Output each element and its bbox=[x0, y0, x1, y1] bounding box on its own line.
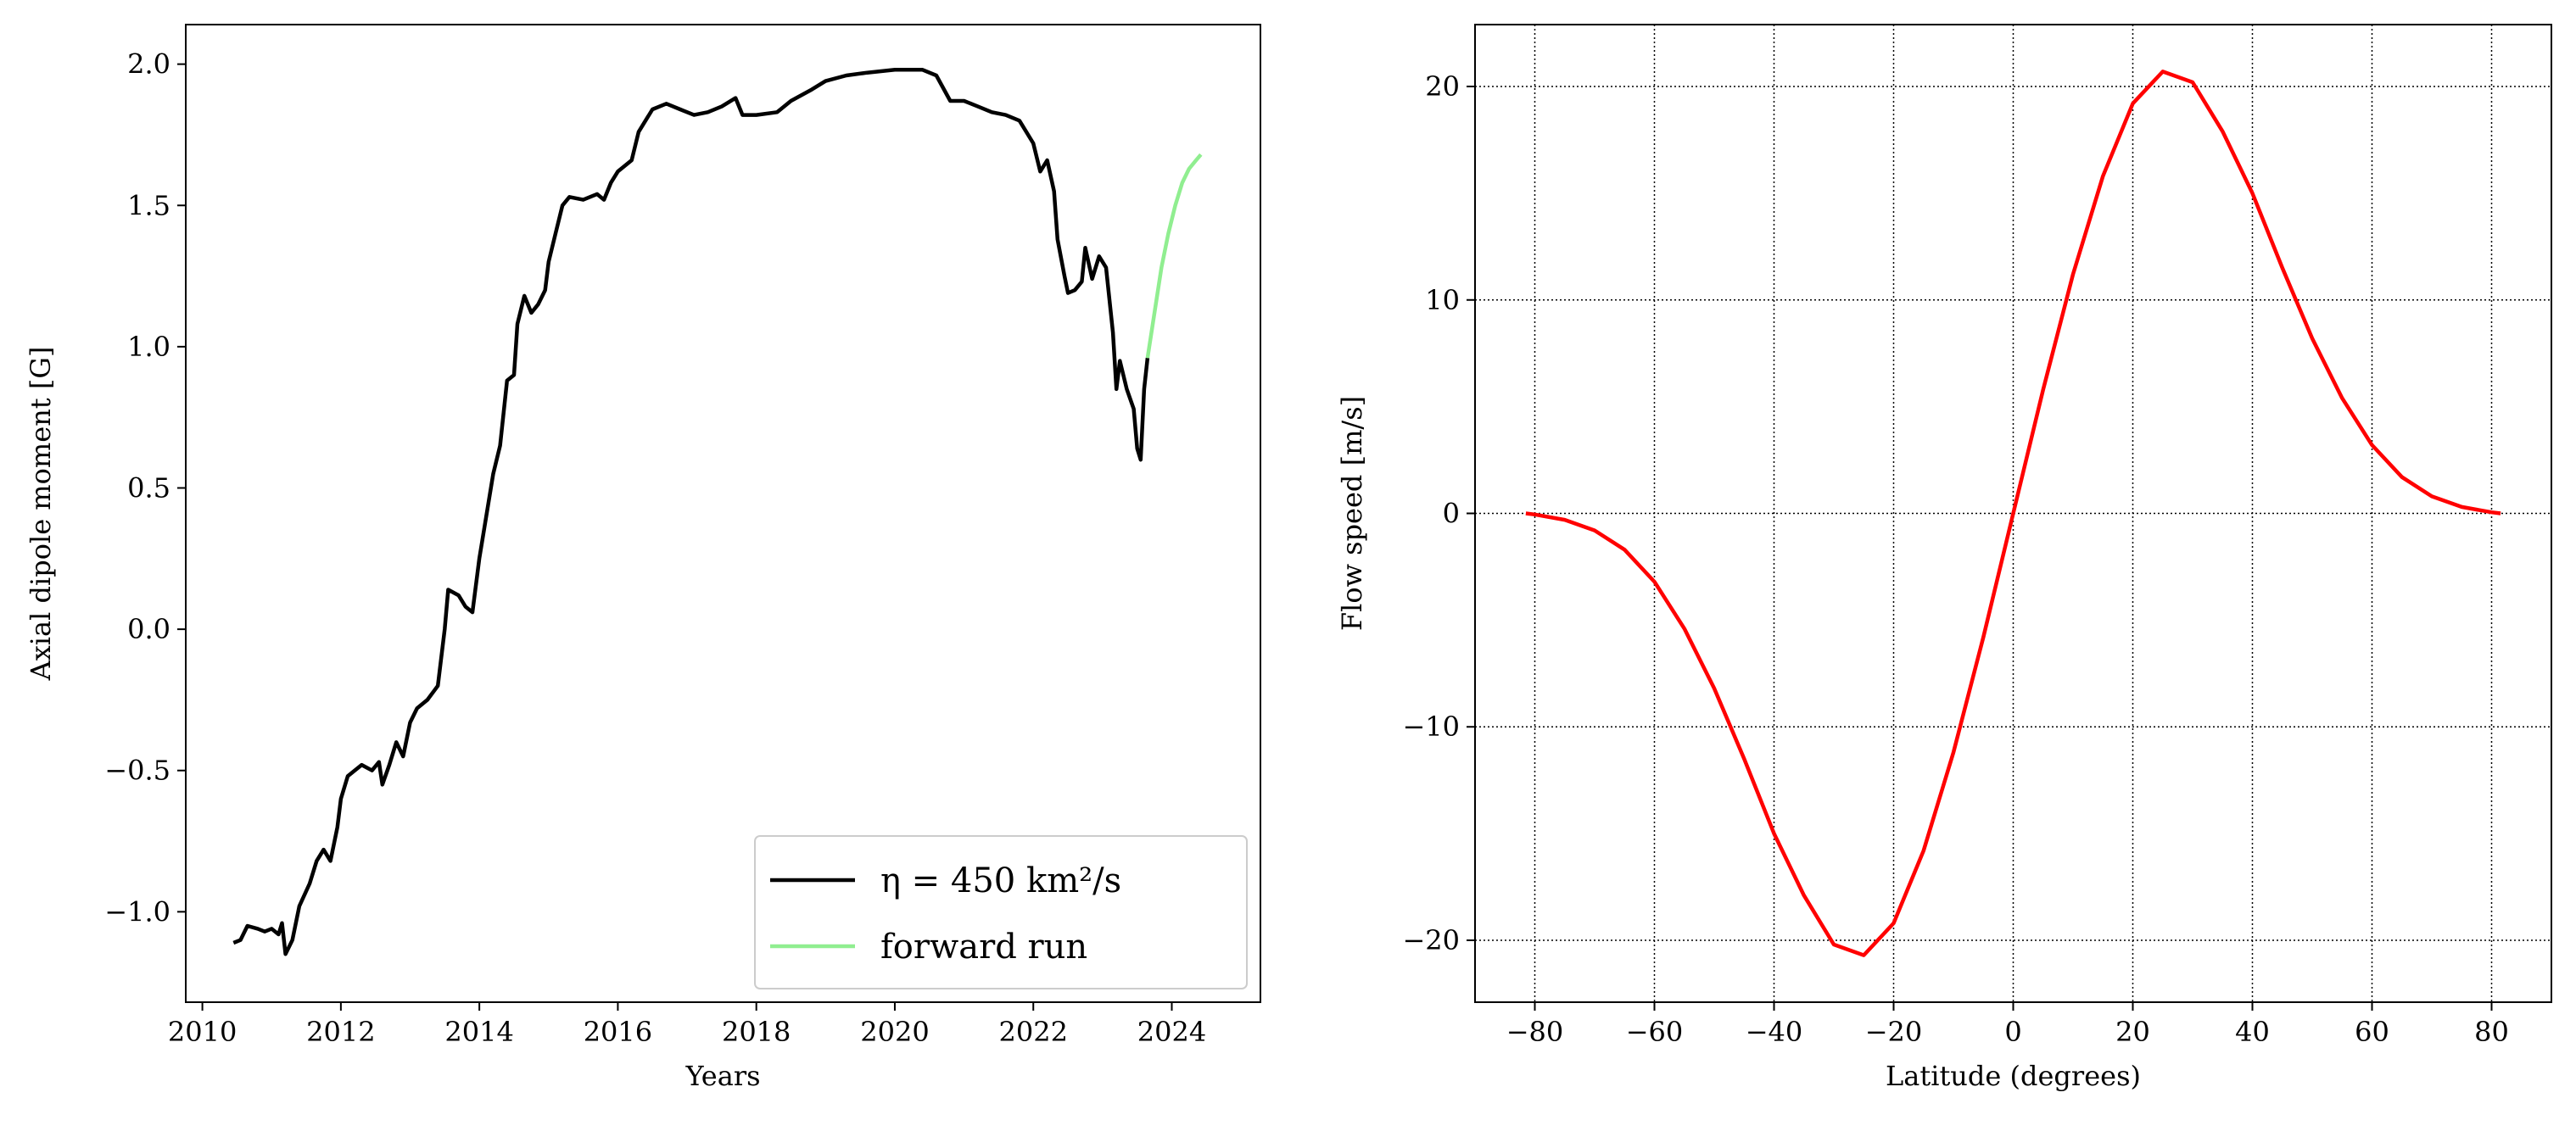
plot-frame bbox=[1474, 24, 2552, 1003]
x-tick-label: 2022 bbox=[999, 1016, 1068, 1048]
x-tick-label: 2016 bbox=[584, 1016, 652, 1048]
data-line bbox=[232, 68, 1150, 956]
y-tick-label: 20 bbox=[1425, 70, 1460, 103]
y-tick-label: 1.5 bbox=[127, 189, 170, 221]
x-tick-label: 40 bbox=[2235, 1016, 2270, 1048]
y-tick-label: 10 bbox=[1425, 284, 1460, 316]
legend-label: η = 450 km²/s bbox=[880, 861, 1121, 900]
y-axis-label: Flow speed [m/s] bbox=[1336, 396, 1368, 631]
data-line bbox=[1525, 70, 2501, 957]
y-tick-label: −0.5 bbox=[104, 755, 170, 787]
x-tick-label: −80 bbox=[1506, 1016, 1564, 1048]
x-axis-label: Years bbox=[685, 1060, 760, 1092]
x-tick-label: 2014 bbox=[444, 1016, 513, 1048]
y-tick-label: 0 bbox=[1443, 498, 1460, 530]
y-tick-label: 0.0 bbox=[127, 613, 170, 645]
x-tick-label: −20 bbox=[1865, 1016, 1923, 1048]
y-tick-label: −20 bbox=[1402, 924, 1460, 956]
y-tick-label: 0.5 bbox=[127, 472, 170, 504]
x-tick-label: 60 bbox=[2355, 1016, 2389, 1048]
y-axis-label: Axial dipole moment [G] bbox=[25, 347, 57, 682]
x-tick-label: 2012 bbox=[306, 1016, 375, 1048]
x-tick-label: 2024 bbox=[1137, 1016, 1206, 1048]
legend-box bbox=[754, 835, 1248, 989]
x-tick-label: 2020 bbox=[860, 1016, 929, 1048]
plot-frame bbox=[185, 24, 1261, 1003]
y-tick-label: −1.0 bbox=[104, 895, 170, 928]
legend-label: forward run bbox=[880, 928, 1087, 967]
x-tick-label: 2010 bbox=[168, 1016, 237, 1048]
x-tick-label: 80 bbox=[2474, 1016, 2509, 1048]
y-tick-label: −10 bbox=[1402, 711, 1460, 743]
x-tick-label: 20 bbox=[2115, 1016, 2150, 1048]
x-tick-label: 2018 bbox=[722, 1016, 791, 1048]
x-tick-label: 0 bbox=[2004, 1016, 2021, 1048]
y-tick-label: 2.0 bbox=[127, 48, 170, 81]
x-axis-label: Latitude (degrees) bbox=[1886, 1060, 2141, 1092]
x-tick-label: −60 bbox=[1626, 1016, 1684, 1048]
data-line bbox=[1145, 153, 1203, 359]
y-tick-label: 1.0 bbox=[127, 331, 170, 363]
x-tick-label: −40 bbox=[1746, 1016, 1803, 1048]
